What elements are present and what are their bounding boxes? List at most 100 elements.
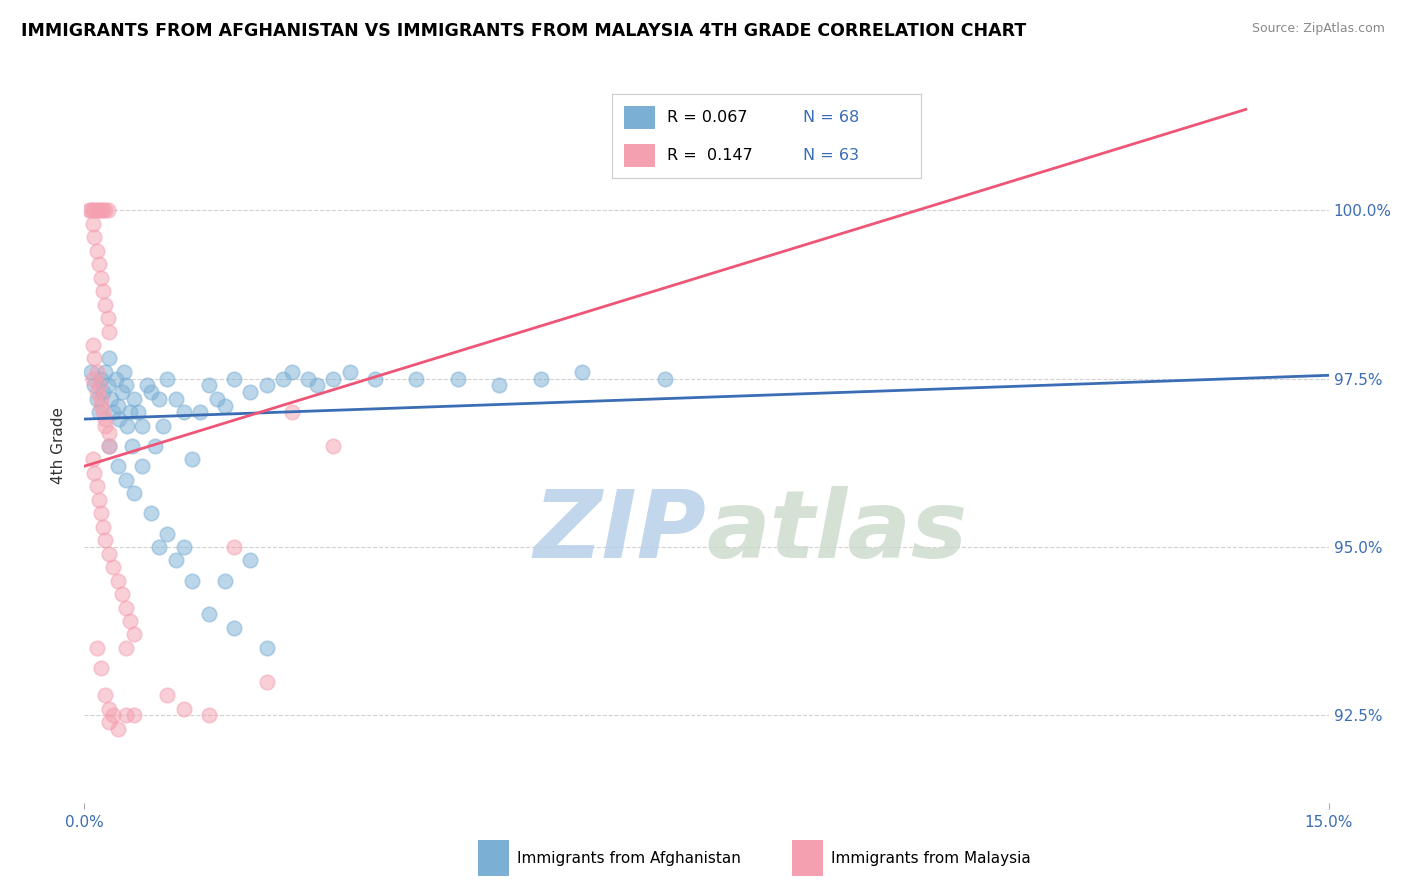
Point: [91, 284, 114, 298]
Point: [122, 486, 145, 500]
Point: [90, 203, 112, 218]
Text: Immigrants from Afghanistan: Immigrants from Afghanistan: [517, 852, 741, 866]
Point: [89, 405, 111, 419]
Point: [90, 270, 112, 285]
Point: [156, 526, 179, 541]
Point: [256, 378, 278, 392]
Point: [82, 217, 104, 231]
Point: [118, 405, 141, 419]
Point: [82, 452, 104, 467]
Point: [205, 392, 228, 406]
Point: [214, 574, 236, 588]
Point: [112, 365, 135, 379]
Text: R = 0.067: R = 0.067: [668, 110, 748, 125]
Point: [115, 378, 138, 392]
Point: [86, 244, 108, 258]
Point: [91, 520, 114, 534]
Point: [98, 325, 121, 339]
Point: [103, 708, 125, 723]
Point: [103, 405, 125, 419]
Point: [98, 714, 121, 729]
Point: [91, 385, 114, 400]
Point: [127, 405, 149, 419]
Text: ZIP: ZIP: [534, 485, 707, 578]
Point: [86, 203, 108, 218]
Point: [256, 640, 278, 655]
Text: Immigrants from Malaysia: Immigrants from Malaysia: [831, 852, 1031, 866]
Point: [222, 621, 245, 635]
Text: R =  0.147: R = 0.147: [668, 148, 754, 163]
Point: [139, 385, 162, 400]
Point: [281, 405, 304, 419]
Point: [488, 378, 510, 392]
Point: [152, 418, 174, 433]
Bar: [624, 144, 655, 168]
Point: [83, 230, 105, 244]
Point: [143, 439, 166, 453]
Point: [94, 412, 117, 426]
Point: [118, 614, 141, 628]
Point: [91, 203, 114, 218]
Point: [86, 479, 108, 493]
Point: [86, 640, 108, 655]
Point: [83, 378, 105, 392]
Point: [364, 372, 387, 386]
Point: [173, 540, 195, 554]
Point: [131, 459, 153, 474]
Bar: [624, 105, 655, 129]
Point: [82, 203, 104, 218]
Point: [281, 365, 304, 379]
Y-axis label: 4th Grade: 4th Grade: [51, 408, 66, 484]
Point: [139, 506, 162, 520]
Point: [108, 412, 131, 426]
Point: [90, 392, 112, 406]
Point: [121, 439, 143, 453]
Point: [100, 392, 122, 406]
Point: [165, 392, 187, 406]
Point: [80, 365, 103, 379]
Point: [339, 365, 361, 379]
Point: [190, 405, 212, 419]
Point: [94, 418, 117, 433]
Point: [86, 365, 108, 379]
Point: [156, 372, 179, 386]
Point: [131, 418, 153, 433]
Point: [122, 627, 145, 641]
Point: [115, 473, 138, 487]
Point: [405, 372, 427, 386]
Point: [173, 701, 195, 715]
Point: [305, 378, 328, 392]
Point: [98, 701, 121, 715]
Point: [98, 351, 121, 366]
Point: [98, 439, 121, 453]
Point: [135, 378, 157, 392]
Point: [94, 688, 117, 702]
Point: [98, 425, 121, 440]
Point: [117, 418, 139, 433]
Point: [148, 392, 170, 406]
Point: [107, 574, 129, 588]
Point: [214, 399, 236, 413]
Point: [239, 385, 262, 400]
Point: [80, 203, 103, 218]
Point: [322, 439, 344, 453]
Point: [122, 392, 145, 406]
Point: [111, 385, 134, 400]
Point: [115, 640, 138, 655]
Point: [198, 708, 221, 723]
Point: [122, 708, 145, 723]
Point: [273, 372, 295, 386]
Point: [89, 378, 111, 392]
Point: [83, 351, 105, 366]
Point: [115, 708, 138, 723]
Point: [198, 607, 221, 622]
Point: [89, 492, 111, 507]
Text: N = 63: N = 63: [803, 148, 859, 163]
Point: [94, 298, 117, 312]
Point: [107, 399, 129, 413]
Point: [90, 372, 112, 386]
Point: [222, 540, 245, 554]
Point: [181, 452, 204, 467]
Point: [91, 405, 114, 419]
Point: [82, 372, 104, 386]
